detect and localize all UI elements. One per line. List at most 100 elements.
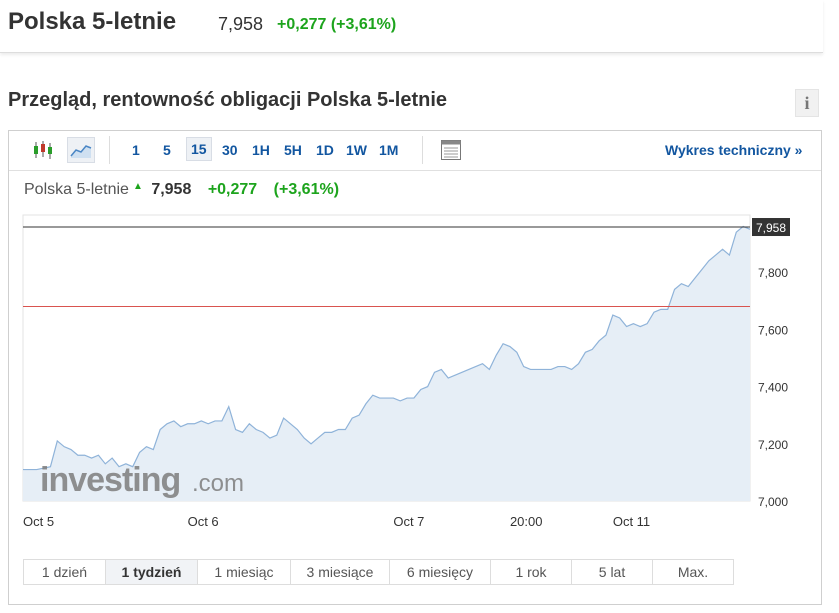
- data-point: [345, 429, 346, 430]
- data-point: [749, 229, 750, 230]
- interval-5[interactable]: 5: [163, 142, 171, 158]
- data-point: [695, 277, 696, 278]
- data-point: [22, 469, 23, 470]
- data-point: [427, 386, 428, 387]
- data-point: [187, 423, 188, 424]
- data-point: [77, 455, 78, 456]
- data-point: [468, 369, 469, 370]
- data-point: [420, 389, 421, 390]
- interval-15[interactable]: 15: [186, 137, 212, 161]
- data-point: [523, 366, 524, 367]
- toolbar-separator: [422, 136, 423, 164]
- quote-header: Polska 5-letnie 7,958 +0,277 (+3,61%): [0, 0, 823, 53]
- legend-price: 7,958: [151, 181, 192, 198]
- interval-1d[interactable]: 1D: [316, 142, 334, 158]
- interval-1m[interactable]: 1M: [379, 142, 399, 158]
- data-point: [461, 372, 462, 373]
- data-point: [715, 254, 716, 255]
- data-point: [283, 417, 284, 418]
- data-point: [660, 309, 661, 310]
- data-point: [331, 432, 332, 433]
- y-tick-label: 7,000: [758, 495, 788, 509]
- info-icon[interactable]: i: [795, 89, 819, 117]
- data-point: [633, 323, 634, 324]
- technical-chart-link[interactable]: Wykres techniczny »: [665, 142, 803, 158]
- y-tick-label: 7,200: [758, 438, 788, 452]
- data-point: [358, 415, 359, 416]
- range-max[interactable]: Max.: [677, 564, 709, 580]
- data-point: [304, 437, 305, 438]
- candlestick-icon[interactable]: [31, 138, 55, 162]
- data-point: [235, 429, 236, 430]
- data-point: [242, 432, 243, 433]
- section-title: Przegląd, rentowność obligacji Polska 5-…: [8, 89, 448, 111]
- range-selector: 1 dzień 1 tydzień 1 miesiąc 3 miesiące 6…: [23, 559, 734, 585]
- data-point: [400, 400, 401, 401]
- chart-legend: Polska 5-letnie ▲ 7,958 +0,277 (+3,61%): [24, 181, 339, 199]
- data-point: [653, 312, 654, 313]
- data-point: [496, 355, 497, 356]
- yield-chart[interactable]: 7,958 7,000 7,200 7,400 7,600 7,800 Oct 5 Oct 6…: [9, 131, 821, 551]
- data-point: [372, 395, 373, 396]
- data-point: [448, 377, 449, 378]
- legend-change-pct: (+3,61%): [273, 181, 340, 198]
- data-point: [489, 369, 490, 370]
- chart-toolbar: 1 5 15 30 1H 5H 1D 1W 1M Wykres technicz…: [9, 131, 821, 171]
- investing-watermark-suffix: .com: [192, 470, 244, 497]
- data-point: [557, 366, 558, 367]
- data-point: [681, 283, 682, 284]
- data-point: [406, 397, 407, 398]
- data-point: [722, 249, 723, 250]
- data-point: [578, 363, 579, 364]
- series-area: [23, 226, 750, 501]
- data-point: [160, 429, 161, 430]
- y-tick-label: 7,400: [758, 381, 788, 395]
- interval-5h[interactable]: 5H: [284, 142, 302, 158]
- data-point: [324, 432, 325, 433]
- range-3-months[interactable]: 3 miesiące: [291, 560, 390, 584]
- data-point: [585, 352, 586, 353]
- header-change: +0,277 (+3,61%): [277, 16, 397, 33]
- interval-1[interactable]: 1: [132, 142, 140, 158]
- data-point: [454, 375, 455, 376]
- interval-1h[interactable]: 1H: [252, 142, 270, 158]
- data-point: [166, 423, 167, 424]
- data-point: [530, 369, 531, 370]
- data-point: [612, 315, 613, 316]
- data-point: [57, 440, 58, 441]
- x-tick-label: Oct 6: [188, 514, 219, 529]
- interval-30[interactable]: 30: [222, 142, 238, 158]
- data-point: [98, 455, 99, 456]
- data-point: [413, 397, 414, 398]
- data-point: [317, 437, 318, 438]
- data-point: [605, 335, 606, 336]
- data-point: [228, 406, 229, 407]
- data-point: [571, 369, 572, 370]
- data-point: [647, 323, 648, 324]
- data-point: [269, 437, 270, 438]
- data-point: [393, 397, 394, 398]
- interval-1w[interactable]: 1W: [346, 142, 367, 158]
- range-1-week[interactable]: 1 tydzień: [106, 560, 198, 584]
- range-5-years[interactable]: 5 lat: [572, 560, 653, 584]
- range-1-day[interactable]: 1 dzień: [24, 560, 106, 584]
- data-point: [564, 366, 565, 367]
- table-view-icon[interactable]: [439, 138, 463, 162]
- data-point: [139, 452, 140, 453]
- data-point: [640, 326, 641, 327]
- data-point: [70, 449, 71, 450]
- range-1-year[interactable]: 1 rok: [491, 560, 572, 584]
- data-point: [674, 289, 675, 290]
- toolbar-separator: [109, 136, 110, 164]
- range-6-months[interactable]: 6 miesięcy: [390, 560, 491, 584]
- legend-change: +0,277: [207, 181, 258, 198]
- y-tick-label: 7,600: [758, 323, 788, 337]
- area-chart-icon[interactable]: [67, 137, 95, 163]
- investing-watermark: investing: [40, 461, 180, 499]
- data-point: [708, 260, 709, 261]
- data-point: [736, 232, 737, 233]
- x-tick-label: Oct 5: [23, 514, 54, 529]
- range-1-month[interactable]: 1 miesiąc: [198, 560, 291, 584]
- data-point: [256, 429, 257, 430]
- instrument-title: Polska 5-letnie: [8, 8, 177, 35]
